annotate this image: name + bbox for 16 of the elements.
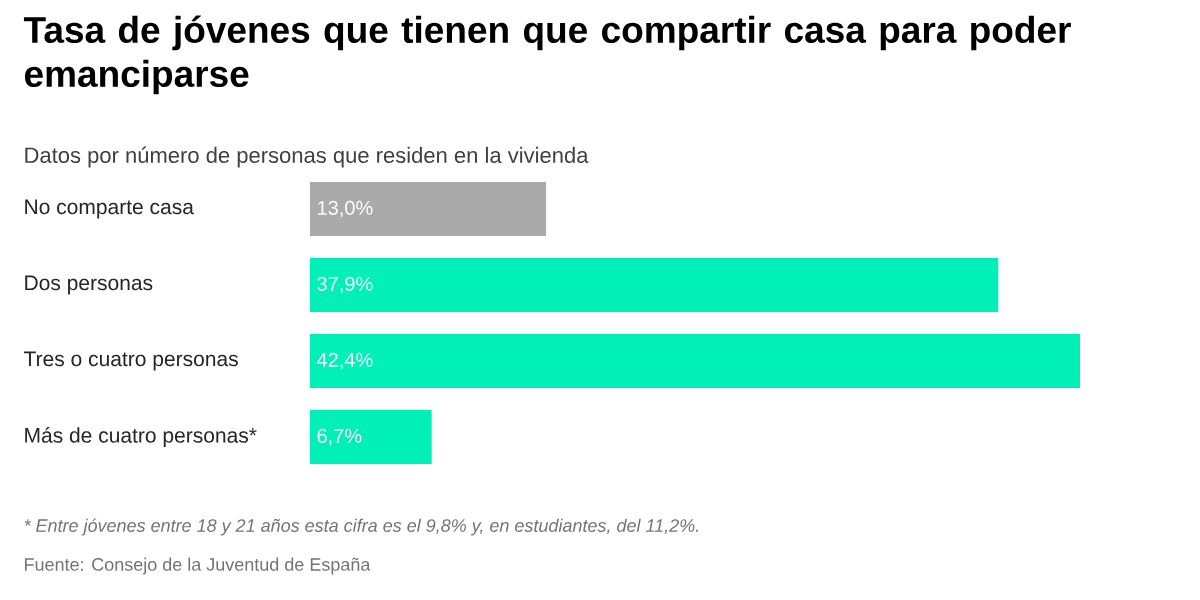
- bar: [310, 334, 1081, 388]
- data-label: 13,0%: [318, 200, 373, 218]
- chart-title: Tasa de jóvenes que tienen que compartir casa para poder emanciparse: [23, 15, 1071, 95]
- y-tick-label: Más de cuatro personas*: [25, 427, 257, 447]
- data-label: 37,9%: [317, 276, 373, 294]
- bar: [310, 410, 432, 464]
- text: * Entre jóvenes entre 18 y 21 años esta cifra es el 9,8% y, en estudiantes, del 11,2%.: [24, 518, 698, 536]
- y-tick-label: Dos personas: [25, 275, 153, 295]
- bar: [310, 182, 547, 236]
- source-note: Fuente: Consejo de la Juventud de España: [25, 557, 371, 575]
- bar: [310, 258, 999, 312]
- data-label: 6,7%: [317, 428, 362, 446]
- data-label: 42,4%: [316, 352, 373, 370]
- chart-subtitle: Datos por número de personas que residen en la vivienda: [25, 146, 589, 168]
- y-tick-label: No comparte casa: [25, 199, 194, 219]
- y-tick-label: Tres o cuatro personas: [24, 351, 238, 371]
